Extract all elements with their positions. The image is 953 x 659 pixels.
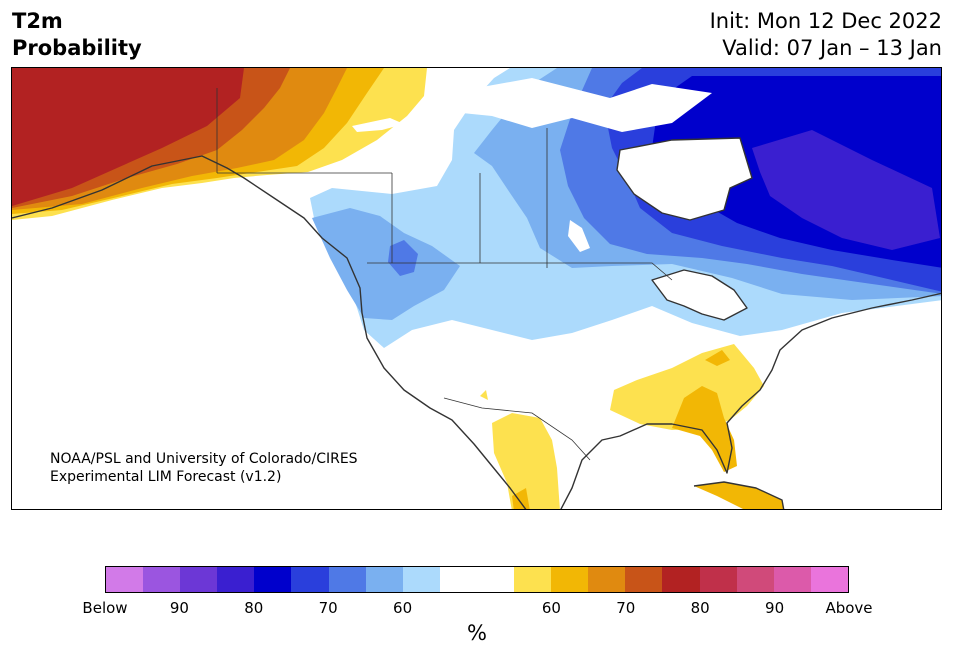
- great-slave-lake: [352, 118, 404, 132]
- init-date: Init: Mon 12 Dec 2022: [709, 9, 942, 33]
- colorbar-bin: [810, 567, 848, 592]
- colorbar-bin: [365, 567, 403, 592]
- colorbar-tick-label: Above: [825, 599, 873, 617]
- colorbar-bin: [439, 567, 477, 592]
- forecast-dates: Init: Mon 12 Dec 2022 Valid: 07 Jan – 13…: [710, 8, 942, 62]
- colorbar-bin: [736, 567, 774, 592]
- shade-above-40-mexico: [480, 390, 560, 509]
- colorbar-tick-label: 70: [616, 599, 636, 617]
- colorbar-bin: [625, 567, 663, 592]
- colorbar-bin: [106, 567, 144, 592]
- lake-winnipeg: [568, 220, 590, 252]
- colorbar-tick-label: 80: [690, 599, 710, 617]
- coastlines: [12, 137, 941, 509]
- colorbar-tick-label: 60: [541, 599, 561, 617]
- colorbar-bin: [476, 567, 515, 592]
- colorbar-bin: [773, 567, 811, 592]
- colorbar-bin: [217, 567, 255, 592]
- colorbar-bin: [662, 567, 700, 592]
- colorbar-bin: [328, 567, 366, 592]
- shade-above-40-southeast: [610, 344, 764, 430]
- credit-line-2: Experimental LIM Forecast (v1.2): [50, 469, 282, 485]
- shade-above-50-mexico: [512, 488, 530, 509]
- colorbar-bin: [143, 567, 181, 592]
- title-variable: T2m: [12, 9, 63, 33]
- arctic-water: [432, 78, 712, 132]
- title-type: Probability: [12, 36, 142, 60]
- colorbar-tick-label: 90: [169, 599, 189, 617]
- colorbar-bin: [699, 567, 737, 592]
- colorbar-tick-label: 60: [393, 599, 413, 617]
- colorbar-unit-label: %: [467, 621, 487, 645]
- political-borders: [216, 88, 673, 461]
- map-canvas: [12, 68, 941, 509]
- colorbar-tick-label: 70: [318, 599, 338, 617]
- shade-above-50-cuba: [694, 482, 784, 509]
- probability-colorbar: [105, 566, 849, 593]
- forecast-map: NOAA/PSL and University of Colorado/CIRE…: [11, 67, 942, 510]
- colorbar-bin: [588, 567, 626, 592]
- shade-below-90: [752, 130, 940, 250]
- great-lakes: [652, 270, 747, 320]
- colorbar-bin: [291, 567, 329, 592]
- colorbar-tick-label: Below: [82, 599, 128, 617]
- colorbar-bin: [514, 567, 552, 592]
- map-credit: NOAA/PSL and University of Colorado/CIRE…: [50, 450, 358, 486]
- colorbar-bin: [180, 567, 218, 592]
- colorbar-bin: [551, 567, 589, 592]
- colorbar-bin: [402, 567, 440, 592]
- shade-above-50-southeast: [672, 350, 737, 472]
- colorbar-bin: [254, 567, 292, 592]
- colorbar-tick-label: 90: [765, 599, 785, 617]
- credit-line-1: NOAA/PSL and University of Colorado/CIRE…: [50, 451, 358, 467]
- hudson-bay: [617, 138, 752, 220]
- colorbar-tick-label: 80: [244, 599, 264, 617]
- shade-above-80-north: [12, 68, 244, 206]
- valid-range: Valid: 07 Jan – 13 Jan: [722, 36, 942, 60]
- chart-title: T2m Probability: [12, 8, 142, 62]
